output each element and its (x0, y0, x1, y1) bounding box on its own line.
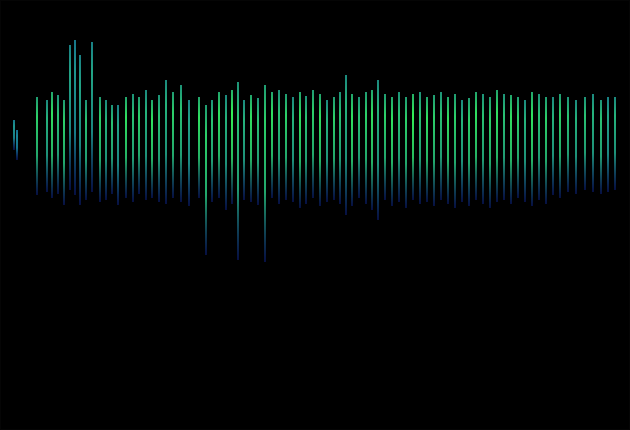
pulse (567, 97, 569, 192)
pulse (384, 94, 386, 200)
pulse (592, 94, 594, 192)
pulse (545, 97, 547, 204)
pulse (271, 92, 273, 198)
pulse (74, 40, 76, 195)
pulse (188, 100, 190, 206)
pulse (358, 97, 360, 198)
pulse (426, 97, 428, 202)
background (0, 0, 630, 430)
pulse (391, 97, 393, 206)
pulse (105, 100, 107, 200)
pulse (454, 94, 456, 208)
pulse (312, 90, 314, 198)
pulse (575, 100, 577, 194)
pulse (257, 98, 259, 205)
pulse (165, 80, 167, 204)
pulse (371, 90, 373, 210)
pulse (559, 94, 561, 198)
pulse (412, 94, 414, 200)
pulse (264, 85, 266, 262)
pulse (99, 97, 101, 202)
pulse (489, 97, 491, 208)
pulse (440, 92, 442, 200)
pulse (180, 85, 182, 202)
pulse (584, 97, 586, 190)
pulse (145, 90, 147, 200)
pulse (285, 94, 287, 200)
pulses (13, 40, 616, 262)
pulse (600, 100, 602, 194)
pulse (111, 105, 113, 194)
pulse (503, 94, 505, 200)
pulse (365, 92, 367, 204)
pulse (211, 100, 213, 202)
pulse (125, 97, 127, 198)
pulse (299, 92, 301, 208)
pulse (433, 95, 435, 206)
pulse (151, 100, 153, 198)
pulse (405, 97, 407, 208)
pulse (351, 94, 353, 206)
pulse (46, 100, 48, 192)
pulse (538, 94, 540, 200)
pulse (377, 80, 379, 220)
pulse (482, 94, 484, 204)
pulse (250, 95, 252, 202)
pulse (225, 95, 227, 210)
pulse (607, 97, 609, 192)
pulse (319, 94, 321, 206)
pulse (79, 55, 81, 205)
pulse (158, 95, 160, 202)
pulse (172, 92, 174, 198)
pulse (333, 97, 335, 200)
pulse (51, 92, 53, 198)
pulse (13, 120, 15, 150)
pulse (205, 105, 207, 255)
plot-frame (1, 1, 630, 430)
pulse (85, 100, 87, 200)
pulse (517, 97, 519, 198)
pulse (278, 90, 280, 204)
pulse (531, 92, 533, 206)
pulse (292, 97, 294, 202)
pulse (231, 90, 233, 204)
pulse (63, 100, 65, 205)
pulse (243, 100, 245, 200)
pulse (461, 100, 463, 202)
pulse (69, 45, 71, 190)
pulse (339, 92, 341, 204)
pulse (447, 97, 449, 204)
pulse (132, 94, 134, 202)
pulse (419, 92, 421, 204)
pulse (510, 95, 512, 204)
pulse (398, 92, 400, 202)
pulse (305, 96, 307, 204)
pulse (614, 97, 616, 190)
pulse (496, 90, 498, 202)
pulse (138, 97, 140, 194)
pulse (117, 105, 119, 205)
pulse (91, 42, 93, 192)
pulse (345, 75, 347, 215)
spectrogram (0, 0, 630, 430)
pulse (198, 97, 200, 198)
pulse (57, 95, 59, 194)
pulse (36, 97, 38, 195)
pulse (218, 92, 220, 198)
pulse (237, 82, 239, 260)
pulse (16, 130, 18, 160)
pulse (552, 97, 554, 195)
pulse (524, 100, 526, 202)
pulse (475, 92, 477, 200)
pulse (468, 98, 470, 206)
pulse (326, 100, 328, 202)
